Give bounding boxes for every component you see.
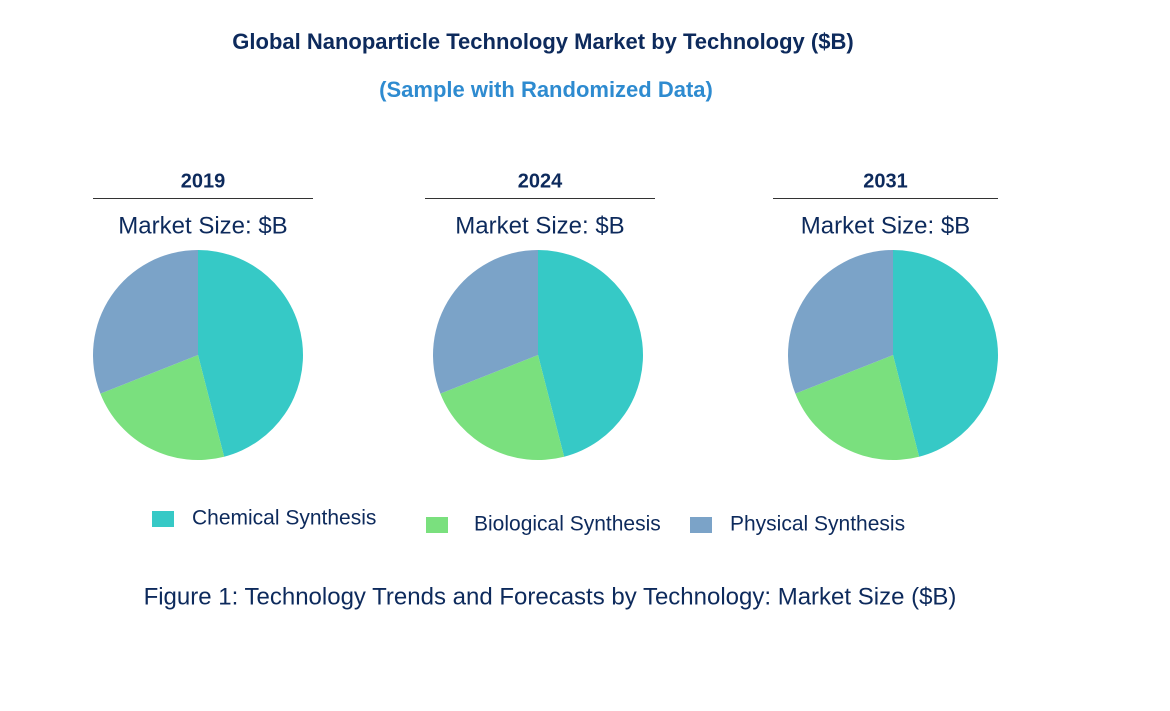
pie-slice (432, 250, 538, 394)
chart-subtitle: Market Size: $B (118, 212, 287, 239)
legend-swatch (690, 517, 712, 533)
pie-slice (788, 250, 893, 394)
legend-label: Physical Synthesis (730, 513, 905, 536)
pie-slice (538, 250, 644, 457)
pie-slice (440, 355, 565, 461)
legend-swatch (426, 517, 448, 533)
pie-slice (795, 355, 920, 460)
chart-title: 2024 (518, 170, 563, 192)
pie-slice (198, 250, 304, 457)
pie-slice (100, 355, 225, 460)
chart-subtitle: Market Size: $B (455, 212, 624, 239)
pie-slice (92, 250, 198, 394)
legend-swatch (152, 511, 174, 527)
chart-subtitle: Market Size: $B (801, 212, 970, 239)
pie-slice (893, 250, 999, 457)
chart-title: 2019 (181, 170, 226, 192)
title: Global Nanoparticle Technology Market by… (232, 29, 853, 54)
legend-label: Biological Synthesis (474, 513, 661, 536)
subtitle: (Sample with Randomized Data) (379, 77, 713, 102)
caption: Figure 1: Technology Trends and Forecast… (144, 583, 957, 610)
chart-title: 2031 (863, 170, 908, 192)
legend-label: Chemical Synthesis (192, 507, 376, 530)
